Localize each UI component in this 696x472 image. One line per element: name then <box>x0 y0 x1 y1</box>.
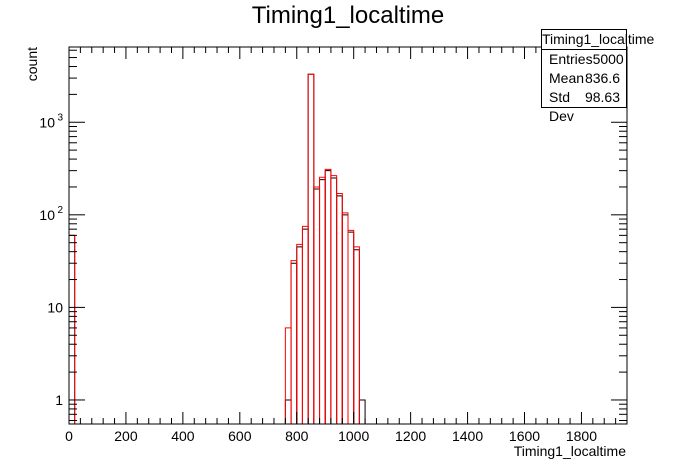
histogram-bin <box>341 212 349 424</box>
series-layer <box>68 73 366 424</box>
histogram-bin <box>307 73 315 424</box>
x-tick-label: 600 <box>228 428 252 444</box>
stats-title: Timing1_localtime <box>542 30 654 50</box>
x-tick-label: 1600 <box>509 428 540 444</box>
histogram-bin <box>324 170 332 424</box>
stats-label-mean: Mean <box>549 70 585 86</box>
stats-row-stddev: Std Dev 98.63 <box>542 88 626 124</box>
x-tick-label: 800 <box>285 428 309 444</box>
x-tick-label: 200 <box>114 428 138 444</box>
histogram-bin <box>296 246 303 424</box>
histogram-bin <box>347 229 355 424</box>
x-axis-label: Timing1_localtime <box>514 443 627 459</box>
histogram-bin <box>353 246 360 424</box>
stats-row-entries: Entries 5000 <box>542 50 626 69</box>
y-tick-label: 10 <box>39 207 55 223</box>
histogram-bin <box>313 186 321 424</box>
x-tick-label: 1200 <box>395 428 426 444</box>
histogram-bin <box>290 260 298 424</box>
stats-value-entries: 5000 <box>592 51 624 67</box>
histogram-bin <box>284 399 292 424</box>
x-tick-label: 0 <box>65 428 73 444</box>
histogram-bin <box>319 176 326 424</box>
y-tick-label: 10 <box>47 299 63 315</box>
stats-value-mean: 836.6 <box>584 70 620 86</box>
histogram-bin <box>347 231 355 424</box>
histogram-bin <box>290 262 298 424</box>
histogram-bin <box>284 327 292 424</box>
histogram-bin <box>330 175 338 424</box>
histogram-bin <box>319 179 326 424</box>
x-tick-label: 1400 <box>452 428 483 444</box>
histogram-bin <box>324 168 332 424</box>
stats-value-stddev: 98.63 <box>584 89 620 105</box>
y-tick-label: 1 <box>55 392 63 408</box>
y-tick-exponent: 2 <box>57 205 63 216</box>
y-tick-exponent: 3 <box>57 112 63 123</box>
histogram-bin <box>330 177 338 424</box>
stats-label-entries: Entries <box>549 51 593 67</box>
histogram-bin <box>307 73 315 424</box>
histogram-bin <box>336 195 343 424</box>
histogram-bin <box>301 225 309 424</box>
histogram-bin <box>296 243 303 424</box>
chart-title: Timing1_localtime <box>251 2 445 29</box>
x-tick-label: 1000 <box>338 428 369 444</box>
y-axis-label: count <box>24 47 40 81</box>
x-axis: 0 200 400 600 800 1000 1200 1400 1600 1800 <box>65 47 617 444</box>
y-tick-label: 10 <box>39 114 55 130</box>
histogram-bin <box>358 399 366 424</box>
stats-label-stddev: Std Dev <box>549 89 574 124</box>
series-1 <box>68 73 360 424</box>
histogram-bin <box>313 188 321 424</box>
series-0 <box>68 73 366 424</box>
histogram-bin <box>353 249 360 424</box>
histogram-bin <box>341 214 349 424</box>
stats-box: Timing1_localtime Entries 5000 Mean 836.… <box>541 29 654 124</box>
x-tick-label: 1800 <box>566 428 597 444</box>
stats-row-mean: Mean 836.6 <box>542 69 626 88</box>
histogram-bin <box>301 228 309 424</box>
x-tick-label: 400 <box>171 428 195 444</box>
histogram-bin <box>336 192 343 424</box>
